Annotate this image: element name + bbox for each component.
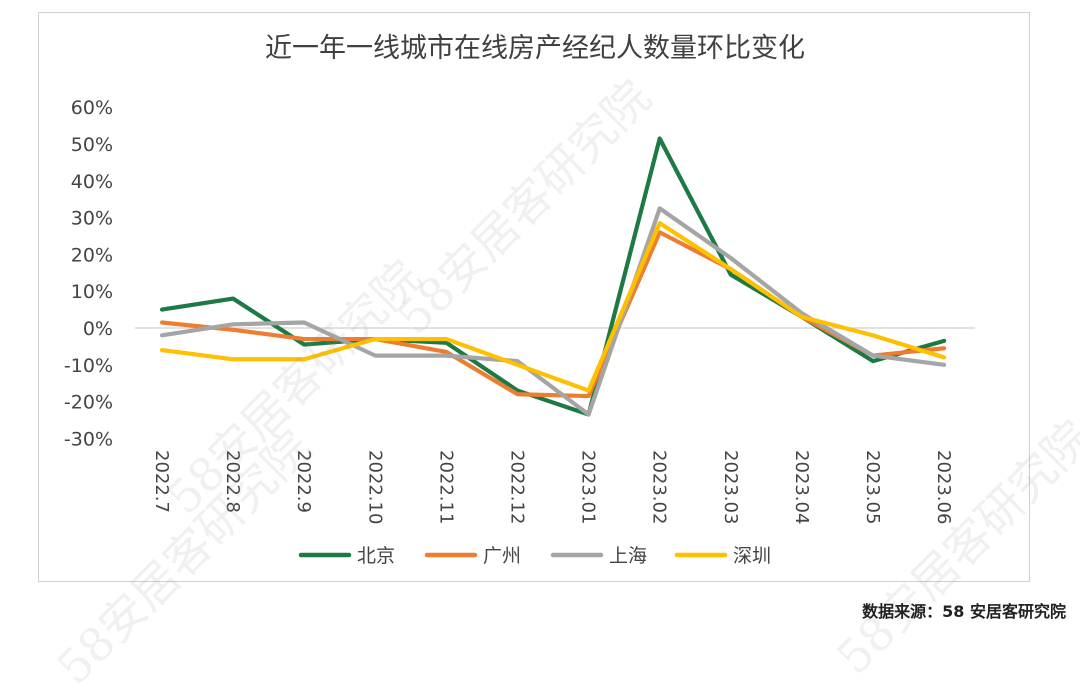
x-tick-label: 2023.03 (720, 450, 741, 524)
chart-title: 近一年一线城市在线房产经纪人数量环比变化 (265, 33, 805, 64)
x-tick-label: 2023.04 (791, 450, 812, 524)
y-tick-label: -30% (64, 428, 113, 450)
series-lines (159, 136, 947, 417)
x-tick-label: 2023.01 (578, 450, 599, 524)
y-tick-label: -20% (64, 392, 113, 414)
x-tick-label: 2022.7 (151, 450, 172, 513)
y-tick-label: 30% (71, 208, 113, 230)
chart-frame: 近一年一线城市在线房产经纪人数量环比变化 60% 50% 40% 30% 20% 10% 0… (38, 12, 1030, 582)
x-tick-label: 2022.12 (507, 450, 528, 524)
y-tick-label: 40% (71, 171, 113, 193)
y-tick-label: 10% (71, 281, 113, 303)
legend: 北京 广州 上海 深圳 (298, 545, 771, 567)
x-tick-label: 2022.8 (222, 450, 243, 513)
x-tick-label: 2022.9 (293, 450, 314, 513)
line-chart: 近一年一线城市在线房产经纪人数量环比变化 60% 50% 40% 30% 20% 10% 0… (64, 33, 975, 567)
x-tick-label: 2023.02 (649, 450, 670, 524)
x-tick-label: 2022.10 (364, 450, 385, 524)
legend-label: 上海 (609, 545, 647, 567)
y-axis: 60% 50% 40% 30% 20% 10% 0% -10% -20% -30% (64, 97, 113, 450)
legend-label: 北京 (357, 545, 395, 567)
x-tick-label: 2023.06 (933, 450, 954, 524)
x-axis: 2022.7 2022.8 2022.9 2022.10 2022.11 2022.12 2… (151, 450, 954, 524)
legend-label: 深圳 (733, 545, 771, 567)
y-tick-label: 50% (71, 134, 113, 156)
legend-label: 广州 (483, 545, 521, 567)
x-tick-label: 2023.05 (862, 450, 883, 524)
series-line-1 (159, 230, 947, 399)
y-tick-label: -10% (64, 355, 113, 377)
series-line-3 (159, 221, 947, 393)
x-tick-label: 2022.11 (435, 450, 456, 524)
y-tick-label: 60% (71, 97, 113, 119)
y-tick-label: 20% (71, 244, 113, 266)
y-tick-label: 0% (83, 318, 113, 340)
source-note: 数据来源：58 安居客研究院 (862, 602, 1066, 621)
